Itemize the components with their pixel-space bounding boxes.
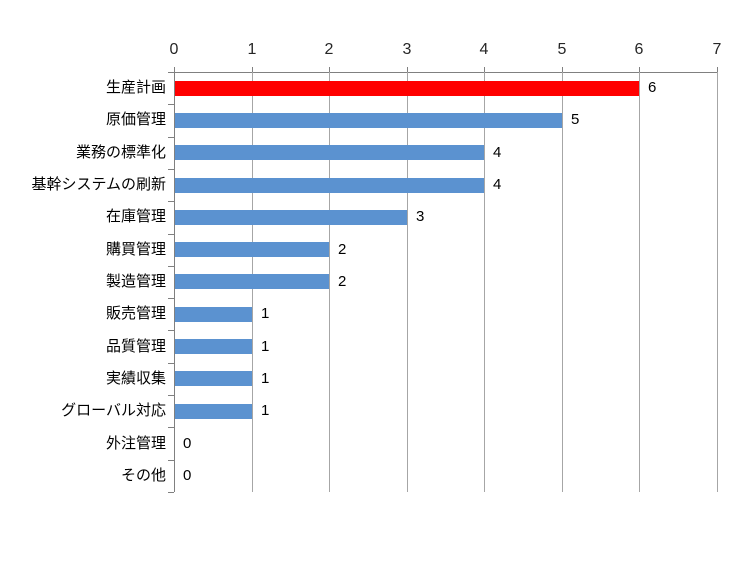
value-label: 2 bbox=[338, 273, 347, 290]
gridline bbox=[639, 72, 640, 492]
value-label: 3 bbox=[416, 208, 425, 225]
y-axis-tick bbox=[168, 363, 174, 364]
y-axis-tick bbox=[168, 427, 174, 428]
x-tick-label: 1 bbox=[247, 41, 257, 58]
y-axis-tick bbox=[168, 266, 174, 267]
y-axis-tick bbox=[168, 169, 174, 170]
category-label: 購買管理 bbox=[105, 241, 166, 258]
x-axis-tick bbox=[174, 67, 175, 78]
bar bbox=[175, 113, 562, 128]
gridline bbox=[484, 72, 485, 492]
x-tick-label: 6 bbox=[634, 41, 644, 58]
value-label: 5 bbox=[571, 111, 580, 128]
category-label: 販売管理 bbox=[105, 305, 166, 322]
bar bbox=[175, 242, 329, 257]
y-axis-line bbox=[174, 72, 175, 492]
x-tick-label: 3 bbox=[402, 41, 412, 58]
y-axis-tick bbox=[168, 72, 174, 73]
bar bbox=[175, 339, 252, 354]
y-axis-tick bbox=[168, 234, 174, 235]
category-label: 在庫管理 bbox=[105, 208, 166, 225]
value-label: 4 bbox=[493, 176, 502, 193]
gridline bbox=[329, 72, 330, 492]
value-label: 0 bbox=[183, 435, 192, 452]
y-axis-tick bbox=[168, 298, 174, 299]
value-label: 2 bbox=[338, 241, 347, 258]
y-axis-tick bbox=[168, 395, 174, 396]
gridline bbox=[562, 72, 563, 492]
category-label: 製造管理 bbox=[105, 273, 166, 290]
value-label: 0 bbox=[183, 467, 192, 484]
gridline bbox=[407, 72, 408, 492]
category-label: 品質管理 bbox=[105, 338, 166, 355]
bar-highlight bbox=[175, 81, 639, 96]
bar bbox=[175, 210, 407, 225]
x-tick-label: 5 bbox=[557, 41, 567, 58]
bar bbox=[175, 274, 329, 289]
value-label: 1 bbox=[261, 370, 270, 387]
y-axis-tick bbox=[168, 201, 174, 202]
y-axis-tick bbox=[168, 137, 174, 138]
x-tick-label: 4 bbox=[479, 41, 489, 58]
gridline bbox=[717, 72, 718, 492]
value-label: 6 bbox=[648, 79, 657, 96]
bar bbox=[175, 371, 252, 386]
category-label: 実績収集 bbox=[105, 370, 166, 387]
x-tick-label: 0 bbox=[169, 41, 179, 58]
y-axis-tick bbox=[168, 104, 174, 105]
x-tick-label: 7 bbox=[712, 41, 722, 58]
bar bbox=[175, 178, 484, 193]
x-axis-line bbox=[169, 72, 717, 73]
bar bbox=[175, 404, 252, 419]
y-axis-tick bbox=[168, 460, 174, 461]
category-label: 基幹システムの刷新 bbox=[31, 176, 166, 193]
value-label: 1 bbox=[261, 402, 270, 419]
category-label: 業務の標準化 bbox=[75, 144, 166, 161]
bar bbox=[175, 307, 252, 322]
category-label: グローバル対応 bbox=[61, 402, 166, 419]
value-label: 1 bbox=[261, 338, 270, 355]
value-label: 4 bbox=[493, 144, 502, 161]
y-axis-tick bbox=[168, 492, 174, 493]
x-tick-label: 2 bbox=[324, 41, 334, 58]
category-label: 外注管理 bbox=[105, 435, 166, 452]
category-label: その他 bbox=[120, 467, 166, 484]
category-label: 生産計画 bbox=[105, 79, 166, 96]
bar bbox=[175, 145, 484, 160]
value-label: 1 bbox=[261, 305, 270, 322]
y-axis-tick bbox=[168, 330, 174, 331]
category-label: 原価管理 bbox=[105, 111, 166, 128]
